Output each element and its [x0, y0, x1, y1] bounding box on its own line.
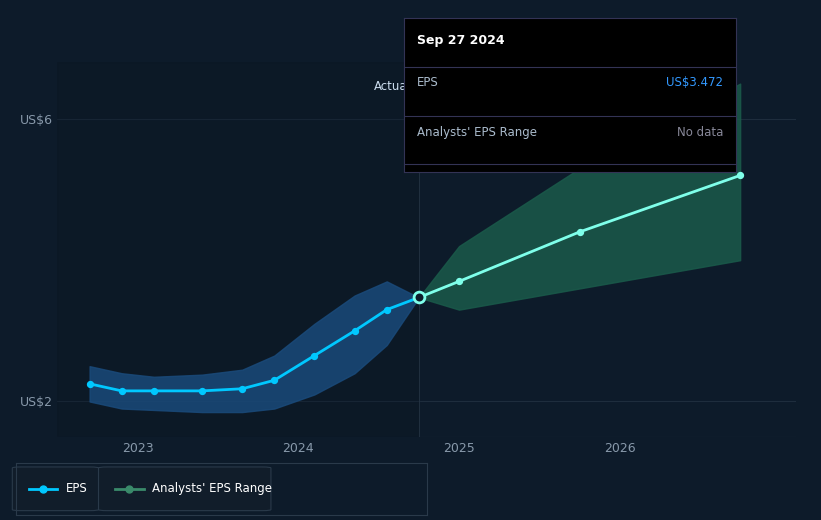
Text: No data: No data [677, 125, 723, 138]
Point [308, 352, 321, 360]
Point [734, 171, 747, 179]
Point [412, 293, 425, 302]
Point [147, 387, 160, 395]
Point [83, 380, 96, 388]
Text: EPS: EPS [66, 483, 87, 495]
Text: Sep 27 2024: Sep 27 2024 [417, 33, 505, 46]
Text: Actual: Actual [374, 80, 410, 93]
Point [380, 305, 393, 314]
Point [573, 228, 586, 236]
Point [236, 385, 249, 393]
Text: Analysts' EPS Range: Analysts' EPS Range [417, 125, 537, 138]
Text: EPS: EPS [417, 76, 439, 89]
FancyBboxPatch shape [12, 467, 99, 511]
Point [348, 327, 361, 335]
Text: US$3.472: US$3.472 [666, 76, 723, 89]
Point [115, 387, 128, 395]
Point [457, 248, 470, 256]
Point [452, 277, 466, 285]
Point [195, 387, 209, 395]
FancyBboxPatch shape [99, 467, 271, 511]
Point [268, 376, 281, 384]
Text: Analysts' EPS Range: Analysts' EPS Range [152, 483, 272, 495]
Bar [57, 62, 419, 437]
Text: Analysts Forecasts: Analysts Forecasts [427, 80, 537, 93]
